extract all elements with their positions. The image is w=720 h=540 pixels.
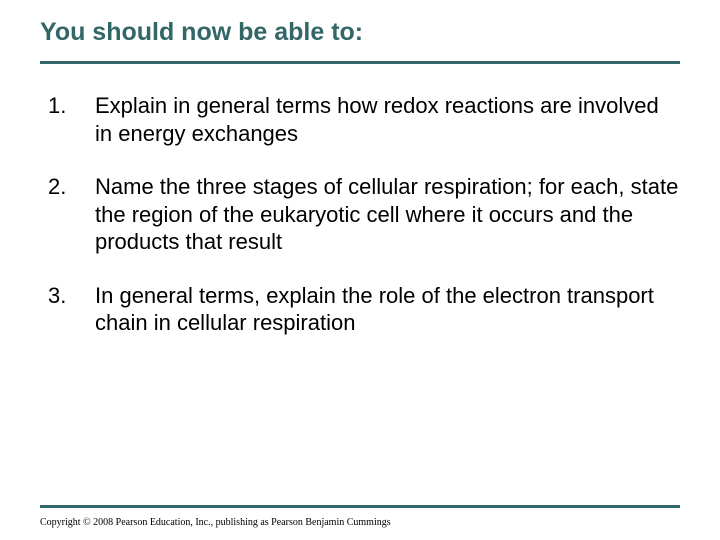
slide-title: You should now be able to: — [40, 18, 680, 47]
divider-bottom — [40, 505, 680, 508]
objective-list: Explain in general terms how redox react… — [40, 92, 680, 337]
list-item: Name the three stages of cellular respir… — [40, 173, 680, 256]
divider-top — [40, 61, 680, 64]
copyright-text: Copyright © 2008 Pearson Education, Inc.… — [40, 517, 391, 528]
slide-container: You should now be able to: Explain in ge… — [0, 0, 720, 540]
list-item: Explain in general terms how redox react… — [40, 92, 680, 147]
list-item: In general terms, explain the role of th… — [40, 282, 680, 337]
